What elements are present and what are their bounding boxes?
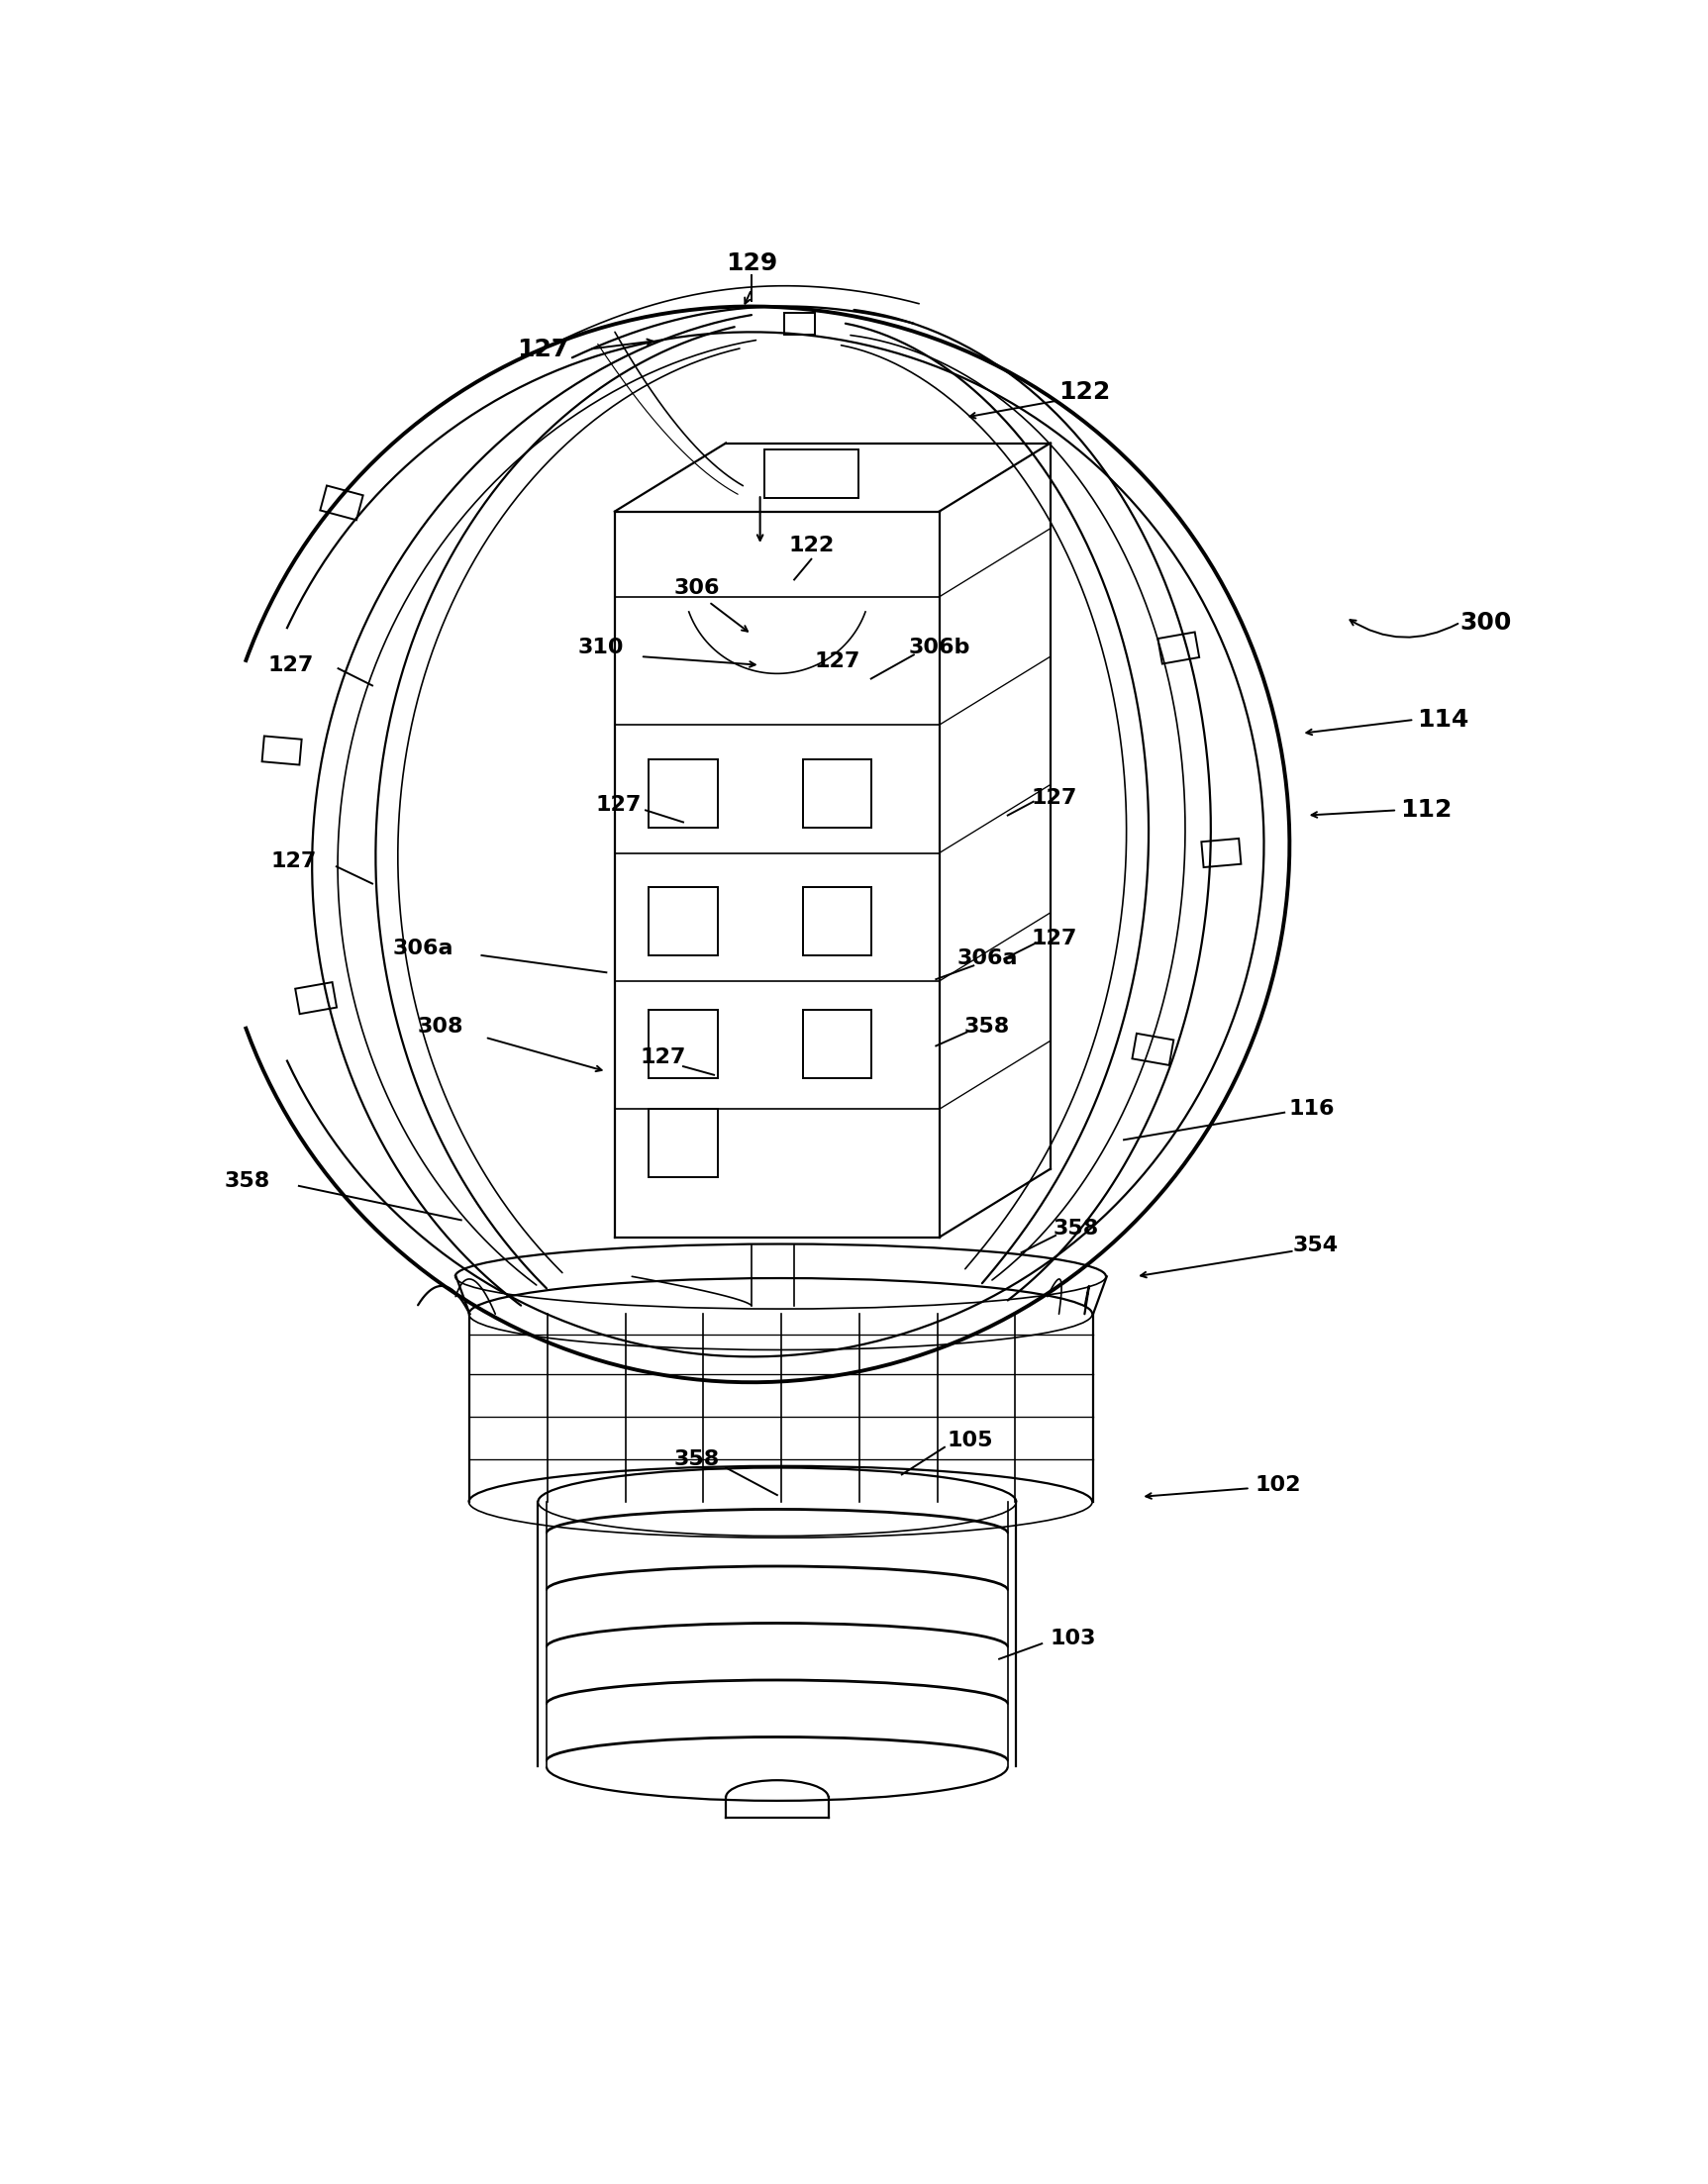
Text: 127: 127 [1032, 928, 1076, 948]
Text: 306a: 306a [956, 948, 1018, 970]
Text: 358: 358 [225, 1171, 270, 1190]
Polygon shape [803, 887, 871, 954]
Polygon shape [1132, 1033, 1173, 1066]
Text: 127: 127 [272, 852, 316, 871]
Polygon shape [649, 1009, 717, 1079]
Text: 127: 127 [1032, 788, 1076, 808]
Text: 122: 122 [1059, 380, 1110, 404]
Polygon shape [649, 1109, 717, 1177]
Polygon shape [765, 450, 859, 498]
Text: 116: 116 [1290, 1099, 1334, 1118]
Text: 122: 122 [789, 535, 834, 555]
Text: 127: 127 [815, 651, 859, 670]
Text: 114: 114 [1418, 708, 1469, 732]
Text: 306a: 306a [393, 939, 454, 959]
Text: 306: 306 [675, 579, 719, 598]
Polygon shape [649, 760, 717, 828]
Polygon shape [1201, 839, 1242, 867]
Text: 102: 102 [1255, 1474, 1300, 1494]
Text: 112: 112 [1401, 799, 1452, 821]
Text: 308: 308 [418, 1018, 463, 1037]
Polygon shape [649, 887, 717, 954]
Polygon shape [295, 983, 336, 1013]
Text: 127: 127 [640, 1048, 685, 1068]
Text: 129: 129 [726, 251, 777, 275]
Text: 105: 105 [948, 1431, 992, 1450]
Text: 127: 127 [518, 336, 569, 360]
Polygon shape [803, 760, 871, 828]
Text: 358: 358 [965, 1018, 1009, 1037]
Polygon shape [784, 312, 815, 334]
Text: 358: 358 [1054, 1219, 1098, 1238]
Polygon shape [1158, 631, 1199, 664]
Polygon shape [319, 485, 364, 520]
Text: 358: 358 [675, 1450, 719, 1470]
Text: 127: 127 [596, 795, 640, 815]
Text: 306b: 306b [909, 638, 970, 657]
Text: 310: 310 [579, 638, 623, 657]
Text: 354: 354 [1293, 1236, 1337, 1256]
Text: 127: 127 [268, 655, 313, 675]
Polygon shape [803, 1009, 871, 1079]
Polygon shape [261, 736, 302, 764]
Text: 103: 103 [1050, 1629, 1095, 1649]
Text: 300: 300 [1460, 612, 1512, 633]
